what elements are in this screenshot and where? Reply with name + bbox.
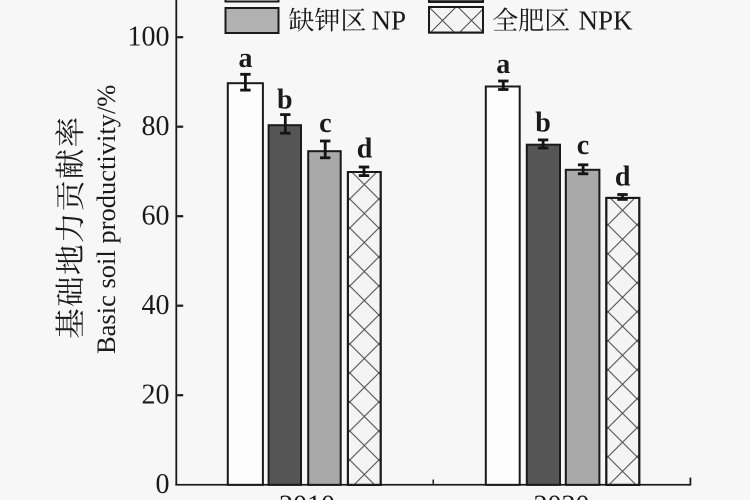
svg-text:d: d: [615, 161, 631, 192]
svg-text:20: 20: [142, 380, 170, 411]
svg-text:40: 40: [142, 290, 170, 321]
svg-text:0: 0: [156, 469, 170, 500]
svg-text:b: b: [277, 84, 293, 115]
svg-text:c: c: [577, 130, 589, 161]
svg-text:NPK: NPK: [579, 6, 634, 36]
svg-text:80: 80: [142, 111, 170, 142]
svg-text:2010: 2010: [279, 491, 335, 500]
svg-text:60: 60: [142, 201, 170, 232]
svg-text:d: d: [357, 133, 373, 164]
svg-text:2020: 2020: [534, 491, 590, 500]
svg-text:a: a: [239, 43, 253, 74]
svg-text:100: 100: [128, 22, 170, 53]
svg-text:c: c: [319, 108, 331, 139]
svg-text:Basic soil productivity/%: Basic soil productivity/%: [91, 85, 121, 354]
svg-text:NP: NP: [372, 6, 407, 36]
svg-text:a: a: [496, 49, 510, 80]
svg-text:b: b: [535, 107, 551, 138]
